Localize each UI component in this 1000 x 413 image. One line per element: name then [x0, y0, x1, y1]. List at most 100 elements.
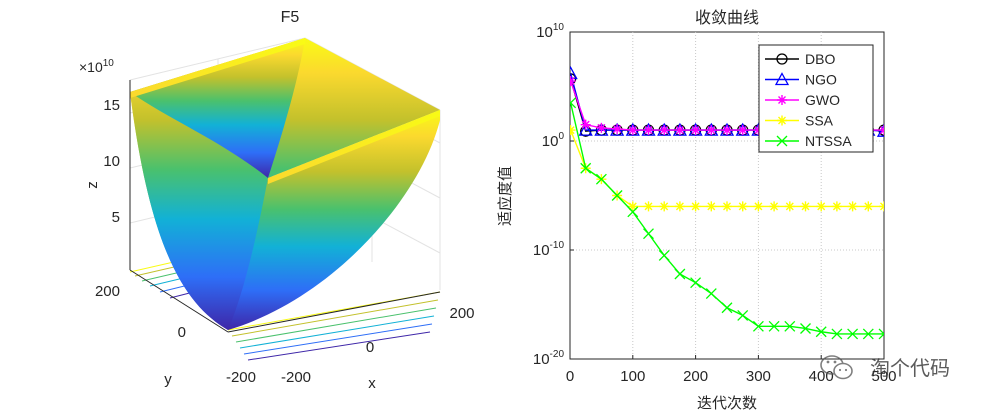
x-tick-label: 500 — [871, 368, 896, 385]
y-axis-ticks: 200 0 -200 — [95, 283, 256, 386]
data-point — [705, 288, 717, 300]
x-axis-ticks: 0 100 200 300 400 500 — [566, 355, 897, 385]
data-point — [595, 173, 607, 185]
data-point — [784, 201, 795, 212]
data-point — [658, 249, 670, 261]
legend-label: NTSSA — [805, 133, 852, 149]
x-tick-label: 300 — [746, 368, 771, 385]
data-point — [706, 201, 717, 212]
legend: DBO NGO GWO SSA NTSSA — [758, 44, 874, 153]
x-tick-label: 0 — [566, 368, 574, 385]
legend-item: NTSSA — [765, 133, 852, 149]
data-point — [784, 320, 796, 332]
data-point — [659, 125, 670, 136]
data-point — [570, 97, 577, 109]
data-point — [721, 302, 733, 314]
data-point — [674, 201, 685, 212]
y-axis-ticks: 1010 100 10-10 10-20 — [533, 22, 574, 368]
data-point — [627, 201, 638, 212]
data-point — [774, 72, 790, 86]
data-point — [777, 95, 787, 105]
data-point — [776, 53, 788, 65]
data-point — [570, 125, 576, 136]
y-tick-label: 200 — [95, 283, 120, 300]
legend-label: SSA — [805, 113, 834, 129]
legend-item: NGO — [765, 72, 837, 88]
data-point — [722, 125, 732, 136]
data-point — [690, 277, 702, 289]
z-tick-label: 10 — [103, 153, 120, 170]
convergence-y-label: 适应度值 — [496, 166, 514, 226]
data-point — [659, 201, 670, 212]
data-point — [831, 201, 842, 212]
data-point — [776, 135, 788, 147]
data-point — [578, 122, 593, 136]
legend-label: GWO — [805, 92, 840, 108]
x-tick-label: -200 — [281, 369, 311, 386]
data-point — [737, 201, 748, 212]
y-tick-label: 1010 — [536, 22, 564, 41]
data-point — [580, 162, 592, 174]
data-point — [800, 323, 811, 334]
data-point — [878, 328, 884, 340]
axis-lines — [129, 80, 441, 333]
data-point — [769, 201, 780, 212]
x-tick-label: 200 — [683, 368, 708, 385]
data-point — [768, 320, 780, 332]
y-tick-label: -200 — [226, 369, 256, 386]
surface-title: F5 — [281, 9, 300, 26]
data-point — [627, 206, 639, 218]
convergence-x-label: 迭代次数 — [697, 394, 757, 412]
y-tick-label: 100 — [542, 131, 565, 150]
legend-item: SSA — [765, 113, 834, 129]
legend-label: NGO — [805, 72, 837, 88]
data-point — [643, 125, 654, 136]
y-tick-label: 10-20 — [533, 349, 565, 368]
watermark: 淘个代码 — [820, 355, 950, 380]
data-point — [879, 201, 884, 212]
data-point — [737, 309, 749, 321]
z-tick-label: 15 — [103, 97, 120, 114]
data-point — [690, 125, 701, 136]
data-point — [816, 201, 827, 212]
data-point — [612, 124, 623, 135]
data-point — [627, 125, 638, 136]
data-point — [847, 201, 858, 212]
data-point — [596, 122, 607, 133]
data-point — [643, 228, 654, 240]
data-point — [611, 190, 623, 201]
data-point — [690, 201, 701, 212]
data-point — [570, 76, 576, 87]
z-axis-ticks: 5 10 15 ×1010 — [79, 58, 120, 226]
data-point — [594, 122, 609, 136]
data-point — [737, 125, 748, 136]
series-lines — [570, 66, 884, 340]
legend-item: DBO — [765, 51, 835, 67]
legend-item: GWO — [765, 92, 840, 108]
data-point — [879, 125, 884, 136]
z-axis-label: z — [84, 181, 101, 189]
series-ntssa — [570, 97, 884, 340]
data-point — [815, 326, 827, 338]
x-axis-label: x — [368, 375, 376, 392]
watermark-text: 淘个代码 — [870, 356, 950, 380]
x-tick-label: 100 — [620, 368, 645, 385]
surface-plot: F5 — [79, 9, 475, 392]
data-point — [862, 328, 874, 340]
y-tick-label: 0 — [178, 324, 186, 341]
x-axis-ticks: -200 0 200 — [281, 305, 475, 386]
surface-mesh — [130, 38, 440, 330]
data-point — [722, 201, 732, 212]
data-point — [847, 328, 859, 340]
wechat-icon — [820, 355, 853, 380]
y-axis-label: y — [164, 371, 172, 388]
legend-label: DBO — [805, 51, 835, 67]
data-point — [752, 320, 764, 332]
data-point — [831, 328, 843, 340]
z-tick-label: 5 — [112, 209, 120, 226]
y-tick-label: 10-10 — [533, 240, 565, 259]
data-point — [674, 268, 686, 280]
x-tick-label: 200 — [449, 305, 474, 322]
